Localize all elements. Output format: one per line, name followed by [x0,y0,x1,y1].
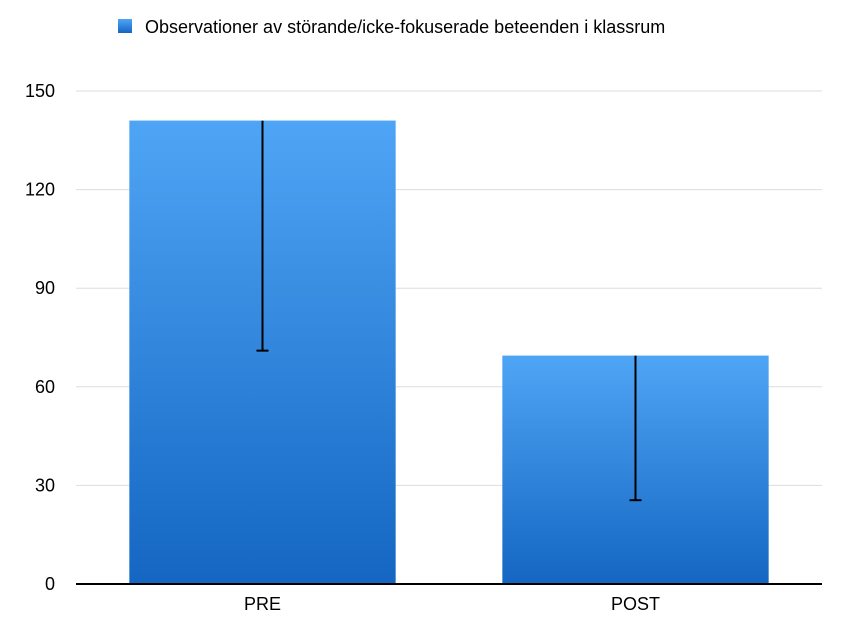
legend-label: Observationer av störande/icke-fokuserad… [145,17,665,37]
y-tick-label: 30 [35,475,55,495]
x-axis-labels: PRE POST [244,594,660,614]
legend: Observationer av störande/icke-fokuserad… [118,17,665,37]
x-tick-label: POST [611,594,660,614]
y-tick-label: 120 [25,180,55,200]
y-tick-label: 90 [35,278,55,298]
error-bars [256,120,642,502]
legend-swatch [118,19,132,33]
y-tick-label: 60 [35,377,55,397]
y-tick-label: 150 [25,81,55,101]
x-tick-label: PRE [244,594,281,614]
y-axis-ticks: 0 30 60 90 120 150 [25,81,55,594]
y-tick-label: 0 [45,574,55,594]
